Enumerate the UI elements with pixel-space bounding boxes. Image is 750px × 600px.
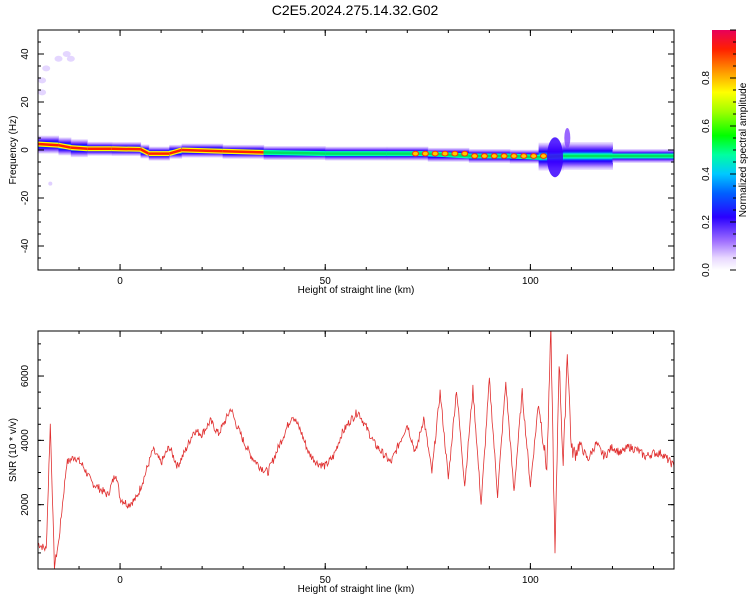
spectrogram-bead [411, 150, 419, 157]
snr-series-line [38, 331, 674, 569]
spectrogram-ridge [222, 149, 264, 154]
spectrogram-ridge [58, 143, 72, 149]
spectrogram-burst [564, 128, 571, 148]
colorbar-tick-label: 0.8 [701, 71, 712, 85]
spectrogram-xtick-label: 50 [320, 276, 332, 287]
figure-title: C2E5.2024.275.14.32.G02 [272, 2, 439, 18]
colorbar-tick-label: 0.6 [701, 119, 712, 133]
spectrogram-bead [510, 153, 518, 159]
snr-ytick-label: 6000 [20, 364, 31, 387]
spectrogram-ridge [181, 148, 223, 153]
spectrogram-bead [490, 153, 498, 159]
spectrogram-ridge [38, 142, 59, 147]
colorbar-label: Normalized spectral amplitude [738, 82, 749, 217]
snr-xlabel: Height of straight line (km) [298, 584, 415, 595]
spectrogram-bead [441, 150, 449, 157]
snr-xtick-label: 50 [320, 575, 332, 586]
spectrogram-xlabel: Height of straight line (km) [298, 285, 415, 296]
snr-panel: 0 50 100 2000 4000 6000 Height of straight li… [8, 330, 675, 595]
spectrogram-ticks: 0 50 100 40 20 0 -20 -40 [20, 29, 674, 287]
spectrogram-ytick-label: -20 [20, 190, 31, 205]
spectrogram-ytick-label: -40 [20, 238, 31, 253]
spectrogram-speckle [42, 65, 51, 72]
spectrogram-ridge [263, 151, 326, 155]
spectrogram-bead [431, 150, 439, 157]
snr-xtick-label: 100 [522, 575, 539, 586]
snr-ytick-label: 4000 [20, 429, 31, 452]
spectrogram-speckle [48, 181, 53, 186]
spectrogram-speckle [62, 51, 71, 57]
spectrogram-bead [461, 150, 469, 157]
spectrogram-bead [530, 153, 538, 159]
spectrogram-bead [540, 153, 548, 159]
colorbar-tick-label: 0.2 [701, 215, 712, 229]
spectrogram-speckle [66, 55, 75, 62]
spectrogram-ridge [139, 148, 150, 155]
colorbar-ticks: 0.0 0.2 0.4 0.6 0.8 [701, 29, 736, 277]
spectrogram-bead [451, 150, 459, 157]
snr-marks [38, 331, 674, 569]
spectrogram-xtick-label: 100 [522, 276, 539, 287]
spectrogram-ridge [70, 146, 88, 151]
spectrogram-marks [38, 51, 674, 186]
colorbar-gradient [712, 30, 736, 270]
colorbar-tick-label: 0.4 [701, 167, 712, 181]
spectrogram-bead [520, 153, 528, 159]
spectrogram-ridge [168, 148, 182, 155]
snr-ticks: 0 50 100 2000 4000 6000 [20, 331, 674, 586]
snr-frame [37, 330, 675, 570]
spectrogram-xtick-label: 0 [117, 276, 123, 287]
snr-ylabel: SNR (10 * v/v) [8, 418, 19, 482]
spectrogram-bead [500, 153, 508, 159]
spectrogram-ytick-label: 40 [20, 48, 31, 60]
spectrogram-bead [471, 153, 479, 159]
spectrogram-speckle [54, 55, 63, 62]
spectrogram-ytick-label: 20 [20, 96, 31, 108]
colorbar-tick-label: 0.0 [701, 263, 712, 277]
snr-ytick-label: 2000 [20, 493, 31, 516]
snr-xtick-label: 0 [117, 575, 123, 586]
spectrogram-speckle [38, 77, 47, 84]
spectrogram-bead [480, 153, 488, 159]
colorbar: 0.0 0.2 0.4 0.6 0.8 Normalized spectral ampl… [701, 29, 749, 277]
spectrogram-burst [547, 137, 564, 178]
spectrogram-ytick-label: 0 [20, 147, 31, 153]
spectrogram-ylabel: Frequency (Hz) [8, 116, 19, 185]
spectrogram-bead [421, 150, 429, 157]
spectrogram-speckle [38, 89, 47, 96]
spectrogram-panel: 0 50 100 40 20 0 -20 -40 Height of straight lin… [8, 29, 675, 296]
